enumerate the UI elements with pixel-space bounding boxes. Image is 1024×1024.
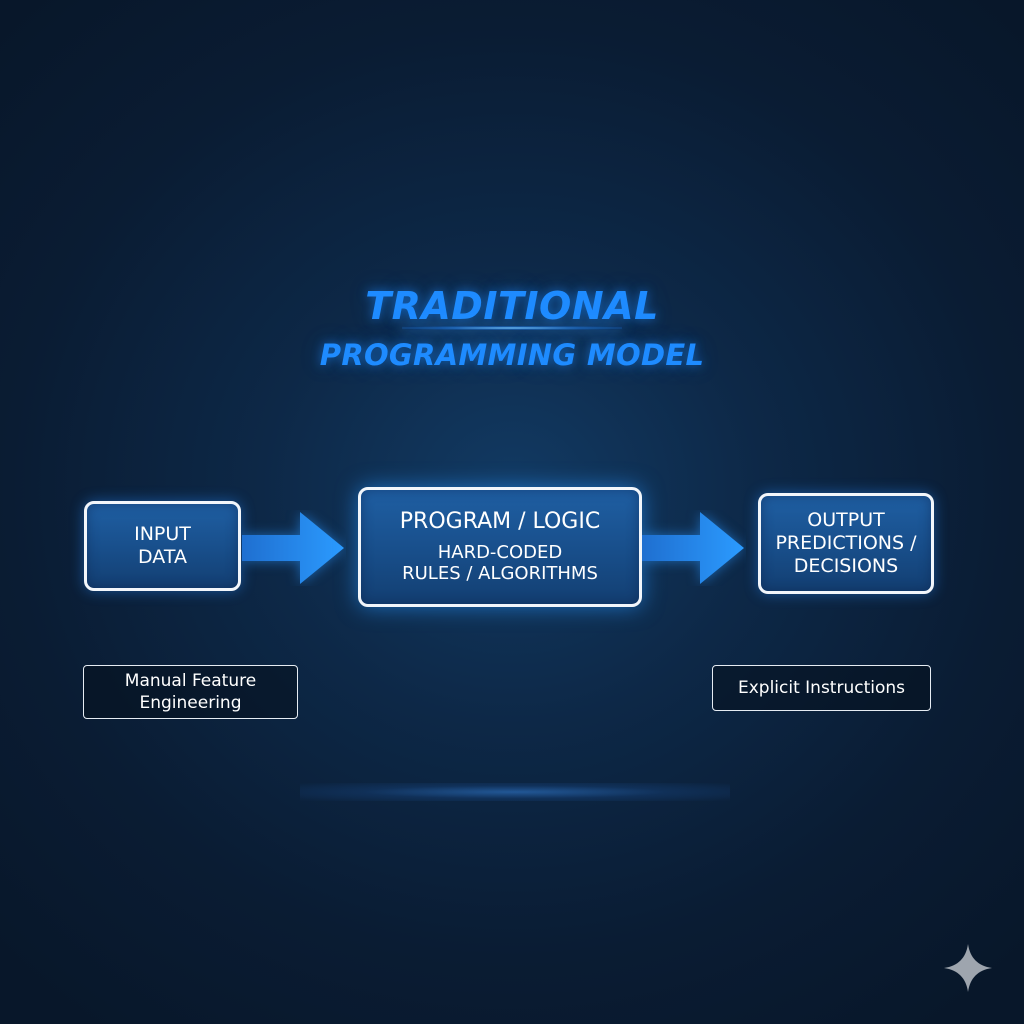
arrow-right-icon [642, 512, 744, 584]
output-node-label-line3: DECISIONS [793, 554, 899, 577]
input-node-label-line1: INPUT [134, 523, 191, 546]
note-left-line1: Manual Feature [124, 670, 257, 691]
diagram-title-line2: PROGRAMMING MODEL [319, 338, 705, 372]
arrow-right-icon [242, 512, 344, 584]
program-node-title: PROGRAM / LOGIC [399, 509, 601, 535]
explicit-instructions-note: Explicit Instructions [712, 665, 931, 711]
output-node: OUTPUT PREDICTIONS / DECISIONS [758, 493, 934, 594]
input-node-label-line2: DATA [138, 546, 187, 568]
note-right-line1: Explicit Instructions [737, 677, 906, 698]
program-logic-node: PROGRAM / LOGIC HARD-CODED RULES / ALGOR… [358, 487, 642, 607]
floor-glow-accent [300, 783, 730, 801]
input-data-node: INPUT DATA [84, 501, 241, 591]
program-node-sub-line1: HARD-CODED [437, 541, 563, 563]
output-node-label-line2: PREDICTIONS / [775, 532, 917, 555]
diagram-title-line1: TRADITIONAL [365, 284, 659, 328]
manual-feature-engineering-note: Manual Feature Engineering [83, 665, 298, 719]
output-node-label-line1: OUTPUT [807, 509, 885, 532]
program-node-sub-line2: RULES / ALGORITHMS [402, 563, 598, 585]
title-glow-accent [402, 326, 622, 330]
note-left-line2: Engineering [139, 693, 242, 713]
sparkle-icon [944, 944, 992, 992]
